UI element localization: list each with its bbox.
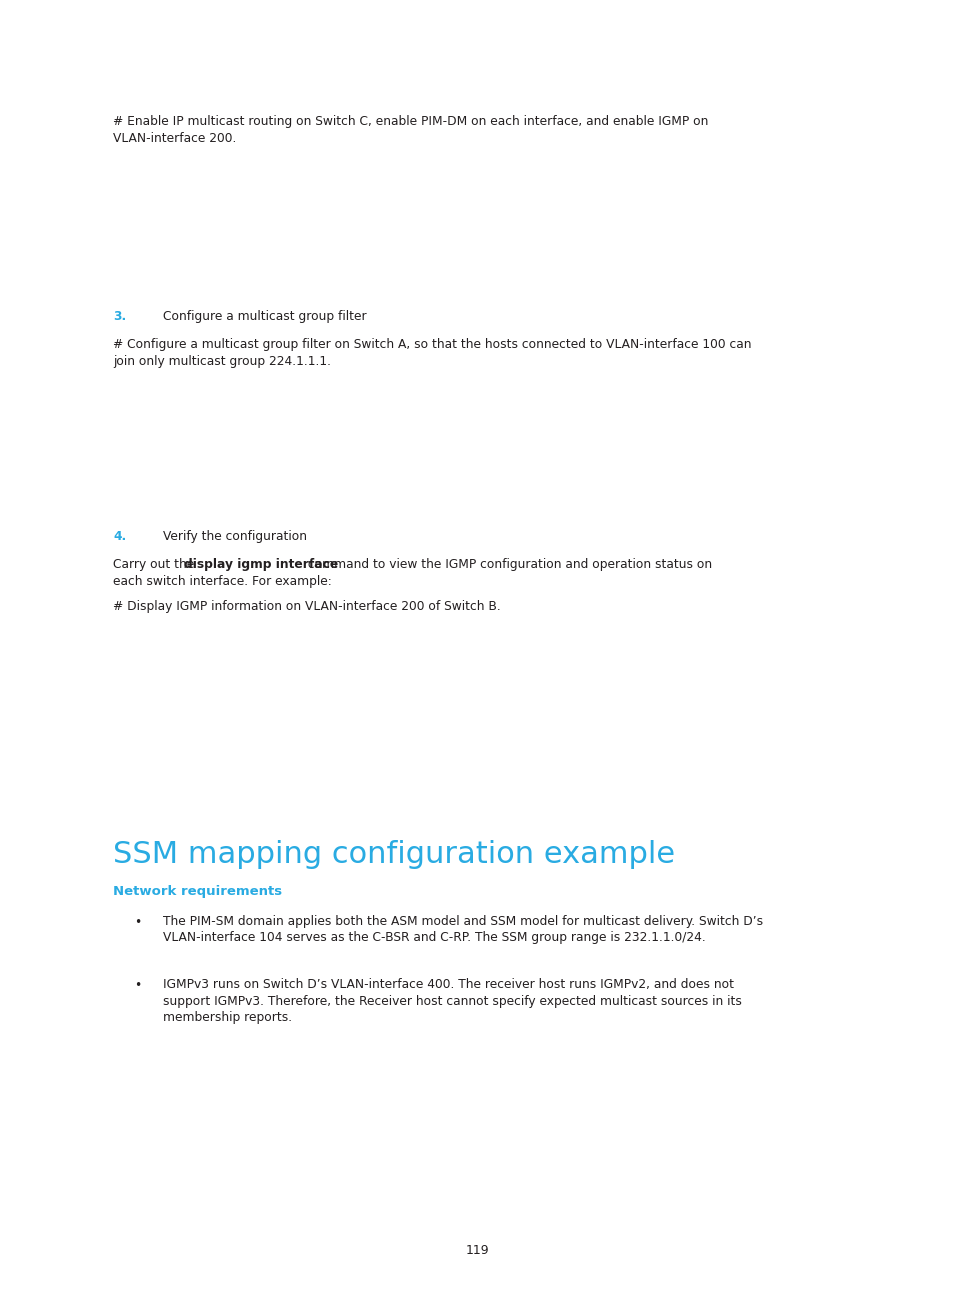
Text: VLAN-interface 104 serves as the C-BSR and C-RP. The SSM group range is 232.1.1.: VLAN-interface 104 serves as the C-BSR a… (163, 932, 705, 945)
Text: IGMPv3 runs on Switch D’s VLAN-interface 400. The receiver host runs IGMPv2, and: IGMPv3 runs on Switch D’s VLAN-interface… (163, 978, 733, 991)
Text: # Enable IP multicast routing on Switch C, enable PIM-DM on each interface, and : # Enable IP multicast routing on Switch … (112, 115, 708, 128)
Text: 4.: 4. (112, 530, 126, 543)
Text: # Configure a multicast group filter on Switch A, so that the hosts connected to: # Configure a multicast group filter on … (112, 338, 751, 351)
Text: Verify the configuration: Verify the configuration (163, 530, 307, 543)
Text: SSM mapping configuration example: SSM mapping configuration example (112, 840, 675, 870)
Text: support IGMPv3. Therefore, the Receiver host cannot specify expected multicast s: support IGMPv3. Therefore, the Receiver … (163, 994, 741, 1007)
Text: Carry out the: Carry out the (112, 559, 198, 572)
Text: # Display IGMP information on VLAN-interface 200 of Switch B.: # Display IGMP information on VLAN-inter… (112, 600, 500, 613)
Text: membership reports.: membership reports. (163, 1011, 292, 1024)
Text: 3.: 3. (112, 310, 126, 323)
Text: •: • (134, 978, 141, 991)
Text: The PIM-SM domain applies both the ASM model and SSM model for multicast deliver: The PIM-SM domain applies both the ASM m… (163, 915, 762, 928)
Text: Configure a multicast group filter: Configure a multicast group filter (163, 310, 366, 323)
Text: •: • (134, 916, 141, 929)
Text: Network requirements: Network requirements (112, 885, 282, 898)
Text: VLAN-interface 200.: VLAN-interface 200. (112, 131, 236, 144)
Text: join only multicast group 224.1.1.1.: join only multicast group 224.1.1.1. (112, 355, 331, 368)
Text: each switch interface. For example:: each switch interface. For example: (112, 575, 332, 588)
Text: display igmp interface: display igmp interface (184, 559, 337, 572)
Text: command to view the IGMP configuration and operation status on: command to view the IGMP configuration a… (303, 559, 711, 572)
Text: 119: 119 (465, 1244, 488, 1257)
